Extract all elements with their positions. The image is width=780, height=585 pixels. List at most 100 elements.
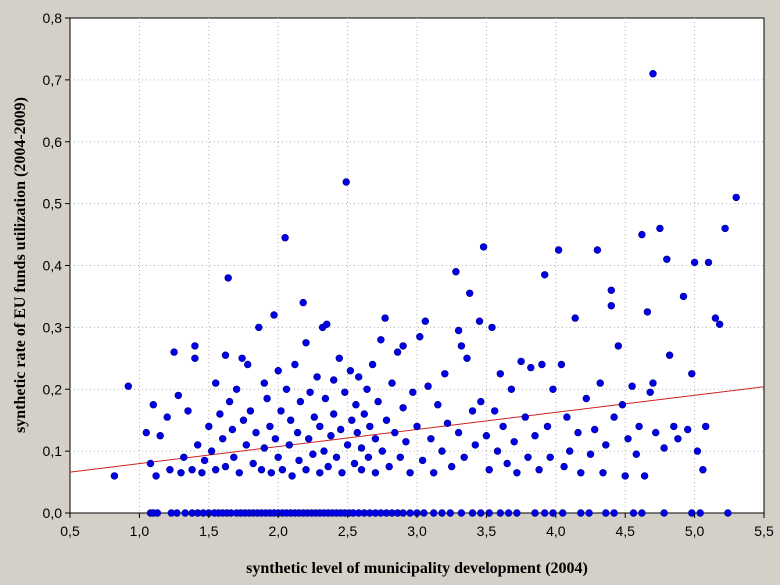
data-point [538,360,546,369]
data-point [527,363,535,372]
data-point [496,509,504,517]
data-point [582,394,590,403]
data-point [679,292,688,301]
data-point [381,314,389,322]
data-point [475,317,484,325]
data-point [296,397,305,406]
data-point [454,428,463,437]
data-point [663,255,671,263]
data-point [374,397,382,406]
data-point [198,469,206,477]
data-point [368,360,377,369]
data-point [302,339,310,347]
data-point [180,453,188,461]
data-point [156,432,164,440]
x-tick-label: 4,0 [546,523,566,539]
data-point [577,509,585,517]
data-point [424,382,432,390]
data-point [321,394,330,403]
data-point [177,469,185,477]
data-point [510,438,518,446]
data-point [291,360,299,369]
data-point [721,224,729,233]
data-point [152,472,160,480]
data-point [571,314,579,322]
data-point [638,230,646,239]
data-point [546,453,554,461]
data-point [524,453,532,461]
x-tick-label: 2,5 [338,523,358,539]
data-point [468,407,477,415]
data-point [235,469,244,477]
data-point [624,435,632,443]
data-point [299,298,307,307]
data-point [287,416,295,424]
data-point [207,447,216,455]
data-point [406,469,414,477]
data-point [293,428,302,437]
data-point [357,444,366,452]
data-point [430,469,438,477]
data-point [212,466,220,474]
data-point [493,447,502,455]
data-point [499,422,507,431]
data-point [434,401,442,409]
data-point [352,401,360,409]
x-tick-label: 5,0 [685,523,705,539]
data-point [466,289,474,297]
data-point [191,354,199,362]
data-point [212,379,220,387]
data-point [274,367,282,375]
data-point [124,382,133,390]
data-point [238,354,246,362]
data-point [454,326,463,335]
y-tick-label: 0,4 [43,258,63,274]
data-point [153,509,162,517]
data-point [521,413,529,421]
data-point [260,379,268,387]
data-point [477,397,485,406]
data-point [632,450,640,458]
data-point [174,391,183,400]
data-point [239,416,248,424]
data-point [471,441,479,449]
data-point [628,382,636,390]
data-point [543,422,552,431]
data-point [463,354,471,362]
y-tick-label: 0,1 [43,443,63,459]
data-point [488,323,496,332]
x-axis-ticks: 0,5 1,0 1,5 2,0 2,5 3,0 3,5 4,0 4,5 5,0 5,5 [60,513,774,539]
data-point [363,385,371,393]
y-tick-label: 0,6 [43,134,63,150]
data-point [310,413,318,421]
data-point [377,336,385,344]
data-point [163,413,171,421]
data-point [614,342,622,350]
data-point [549,509,557,517]
data-point [660,509,668,517]
data-point [348,416,356,424]
data-point [715,320,724,328]
data-point [278,466,287,474]
data-point [270,311,278,319]
data-point [393,348,402,356]
data-point [228,425,237,434]
data-point [306,388,314,396]
data-point [688,509,696,517]
data-point [285,441,293,449]
data-point [558,509,567,517]
data-point [670,422,678,431]
data-point [674,435,682,443]
data-point [560,462,568,471]
data-point [353,428,361,437]
data-point [438,509,446,517]
data-point [574,428,582,437]
data-point [651,428,660,437]
data-point [565,447,574,455]
data-point [255,323,263,332]
data-point [110,472,119,480]
data-point [413,422,421,431]
data-point [396,453,404,461]
data-point [479,243,488,251]
data-point [586,450,595,458]
